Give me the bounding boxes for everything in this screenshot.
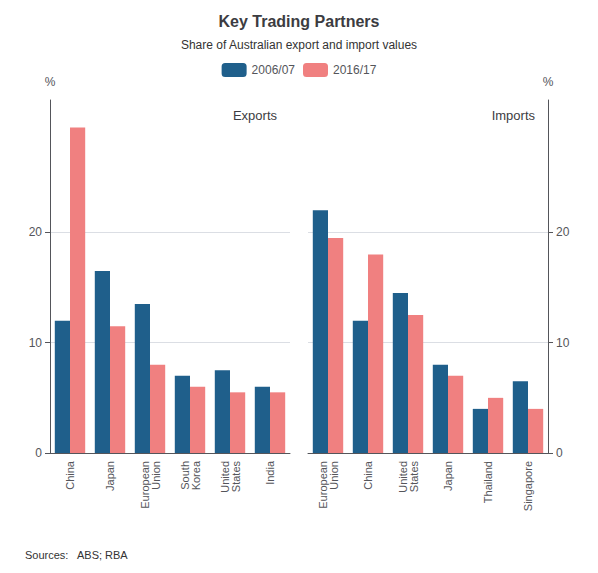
- svg-text:2006/07: 2006/07: [252, 63, 296, 77]
- svg-text:Korea: Korea: [190, 460, 202, 490]
- svg-text:South: South: [178, 461, 191, 490]
- svg-text:States: States: [230, 461, 242, 493]
- svg-text:Union: Union: [150, 461, 162, 490]
- svg-text:Thailand: Thailand: [482, 461, 494, 503]
- svg-text:States: States: [408, 461, 420, 493]
- svg-text:Imports: Imports: [492, 108, 536, 123]
- svg-text:10: 10: [556, 336, 570, 350]
- svg-text:2016/17: 2016/17: [333, 63, 377, 77]
- svg-text:%: %: [543, 75, 554, 89]
- svg-text:United: United: [396, 461, 409, 493]
- svg-text:China: China: [64, 460, 76, 490]
- svg-text:Exports: Exports: [233, 108, 278, 123]
- svg-text:United: United: [218, 461, 231, 493]
- svg-text:%: %: [45, 75, 56, 89]
- svg-text:10: 10: [29, 336, 43, 350]
- svg-text:India: India: [264, 460, 276, 485]
- svg-text:Key Trading Partners: Key Trading Partners: [219, 13, 380, 30]
- svg-text:20: 20: [29, 225, 43, 239]
- svg-text:Japan: Japan: [442, 461, 454, 491]
- svg-text:Share of Australian export and: Share of Australian export and import va…: [181, 38, 417, 52]
- svg-text:Union: Union: [328, 461, 340, 490]
- svg-text:China: China: [362, 460, 374, 490]
- svg-text:Sources: ABS; RBA: Sources: ABS; RBA: [25, 549, 128, 561]
- svg-text:European: European: [316, 461, 329, 509]
- svg-text:European: European: [138, 461, 151, 509]
- svg-text:20: 20: [556, 225, 570, 239]
- svg-text:Japan: Japan: [104, 461, 116, 491]
- svg-text:0: 0: [35, 446, 42, 460]
- svg-text:0: 0: [556, 446, 563, 460]
- svg-text:Singapore: Singapore: [522, 461, 534, 511]
